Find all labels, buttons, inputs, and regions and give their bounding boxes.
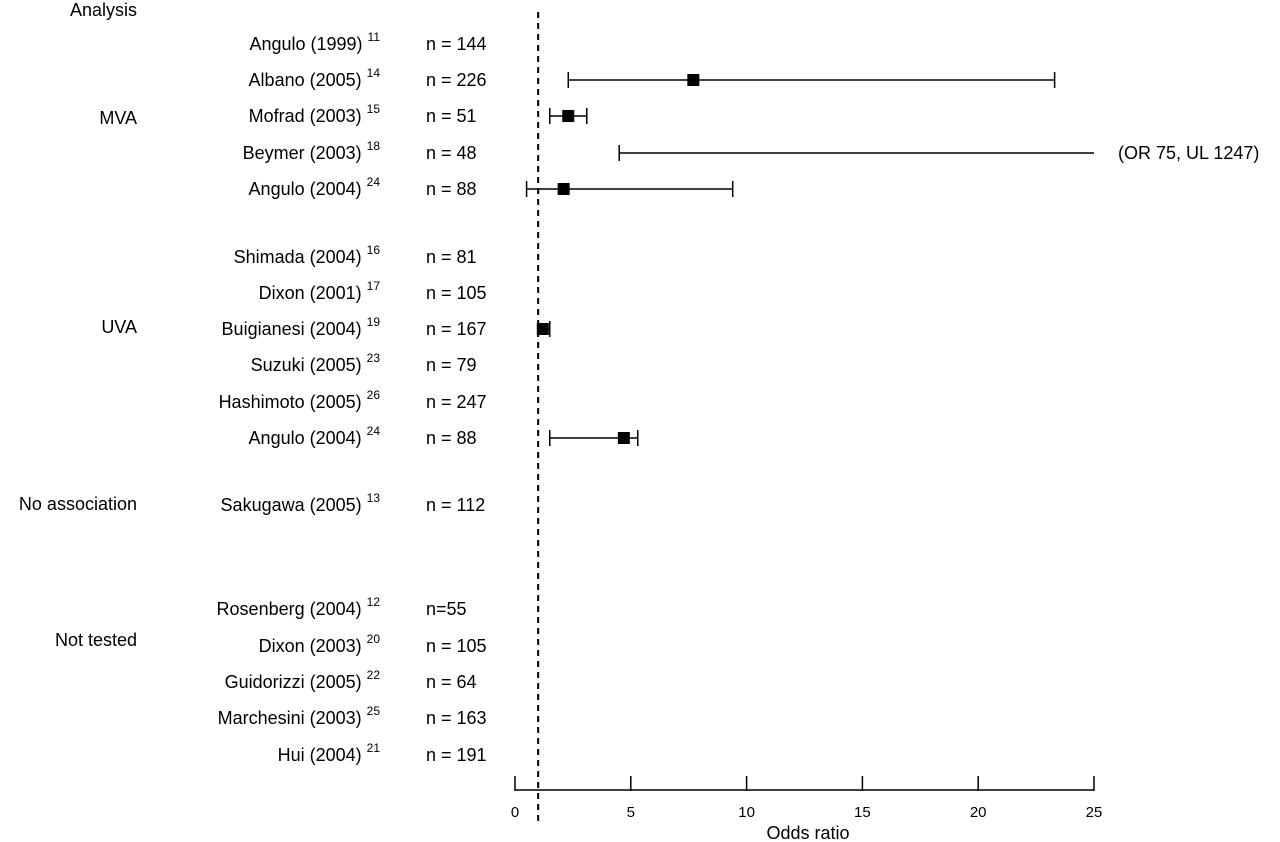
study-name: Hashimoto (2005)	[219, 392, 367, 412]
odds-ratio-marker	[557, 183, 570, 195]
sample-size-label: n = 88	[426, 428, 477, 448]
study-label: Angulo (2004) 24	[249, 424, 381, 448]
study-label: Guidorizzi (2005) 22	[225, 668, 381, 692]
x-tick-label: 5	[627, 804, 635, 821]
study-label: Hashimoto (2005) 26	[219, 388, 381, 412]
study-label: Hui (2004) 21	[278, 741, 381, 765]
sample-size-label: n = 112	[426, 495, 485, 515]
odds-ratio-marker	[536, 323, 549, 335]
sample-size-label: n = 163	[426, 708, 487, 728]
study-name: Mofrad (2003)	[249, 106, 367, 126]
study-name: Guidorizzi (2005)	[225, 672, 367, 692]
sample-size-label: n = 144	[426, 34, 487, 54]
study-reference: 24	[367, 175, 381, 189]
sample-size-label: n = 167	[426, 319, 487, 339]
study-reference: 15	[367, 102, 381, 116]
study-reference: 25	[367, 704, 381, 718]
study-label: Dixon (2001) 17	[259, 279, 381, 303]
study-name: Dixon (2003)	[259, 636, 367, 656]
study-reference: 19	[367, 315, 381, 329]
study-reference: 20	[367, 632, 381, 646]
study-name: Rosenberg (2004)	[217, 599, 367, 619]
sample-size-label: n = 191	[426, 745, 487, 765]
study-name: Hui (2004)	[278, 745, 367, 765]
study-name: Sakugawa (2005)	[221, 495, 367, 515]
sample-size-label: n=55	[426, 599, 467, 619]
study-label: Beymer (2003) 18	[243, 139, 381, 163]
study-name: Buigianesi (2004)	[222, 319, 367, 339]
study-label: Albano (2005) 14	[249, 66, 381, 90]
x-tick-label: 0	[511, 804, 519, 821]
study-reference: 22	[367, 668, 381, 682]
study-label: Rosenberg (2004) 12	[217, 595, 381, 619]
study-reference: 24	[367, 424, 381, 438]
study-label: Sakugawa (2005) 13	[221, 491, 381, 515]
sample-size-label: n = 88	[426, 179, 477, 199]
study-label: Suzuki (2005) 23	[251, 351, 381, 375]
x-axis-title: Odds ratio	[766, 823, 849, 842]
odds-ratio-marker	[562, 110, 575, 122]
sample-size-label: n = 226	[426, 70, 487, 90]
odds-ratio-marker	[617, 432, 630, 444]
sample-size-label: n = 64	[426, 672, 477, 692]
study-label: Angulo (1999) 11	[249, 30, 380, 54]
x-tick-label: 25	[1086, 804, 1103, 821]
column-heading-analysis: Analysis	[70, 0, 137, 20]
group-label: MVA	[99, 108, 137, 128]
group-label: UVA	[101, 317, 137, 337]
study-name: Angulo (2004)	[249, 428, 367, 448]
x-tick-label: 15	[854, 804, 871, 821]
group-label: No association	[19, 494, 137, 514]
study-reference: 26	[367, 388, 381, 402]
x-tick-label: 20	[970, 804, 987, 821]
study-label: Marchesini (2003) 25	[218, 704, 381, 728]
study-name: Angulo (1999)	[249, 34, 367, 54]
study-label: Dixon (2003) 20	[259, 632, 381, 656]
group-label: Not tested	[55, 630, 137, 650]
study-reference: 13	[367, 491, 381, 505]
sample-size-label: n = 51	[426, 106, 477, 126]
study-reference: 12	[367, 595, 381, 609]
study-reference: 21	[367, 741, 381, 755]
sample-size-label: n = 247	[426, 392, 487, 412]
off-scale-annotation: (OR 75, UL 1247)	[1118, 143, 1259, 163]
study-label: Shimada (2004) 16	[234, 243, 381, 267]
study-reference: 23	[367, 351, 381, 365]
x-tick-label: 10	[738, 804, 755, 821]
study-name: Shimada (2004)	[234, 247, 367, 267]
study-name: Albano (2005)	[249, 70, 367, 90]
sample-size-label: n = 81	[426, 247, 477, 267]
study-name: Marchesini (2003)	[218, 708, 367, 728]
study-reference: 14	[367, 66, 381, 80]
study-reference: 11	[368, 30, 381, 44]
sample-size-label: n = 79	[426, 355, 477, 375]
sample-size-label: n = 105	[426, 636, 487, 656]
study-name: Suzuki (2005)	[251, 355, 367, 375]
study-reference: 17	[367, 279, 381, 293]
odds-ratio-marker	[687, 74, 700, 86]
study-label: Buigianesi (2004) 19	[222, 315, 381, 339]
study-name: Dixon (2001)	[259, 283, 367, 303]
study-label: Angulo (2004) 24	[249, 175, 381, 199]
study-name: Angulo (2004)	[249, 179, 367, 199]
study-reference: 16	[367, 243, 381, 257]
sample-size-label: n = 48	[426, 143, 477, 163]
study-reference: 18	[367, 139, 381, 153]
sample-size-label: n = 105	[426, 283, 487, 303]
study-label: Mofrad (2003) 15	[249, 102, 381, 126]
study-name: Beymer (2003)	[243, 143, 367, 163]
